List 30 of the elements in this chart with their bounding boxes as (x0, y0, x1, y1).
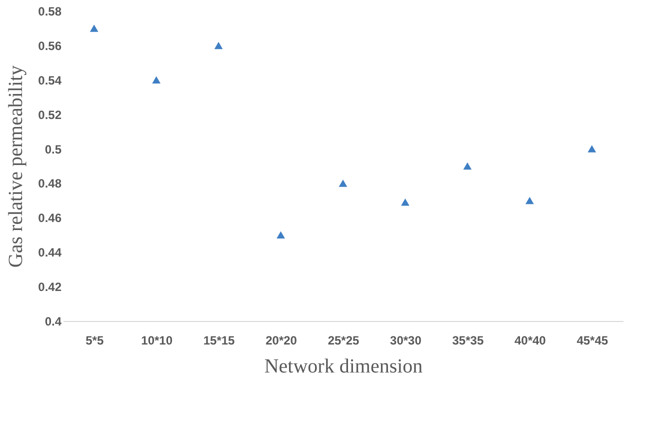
x-axis-title: Network dimension (264, 356, 423, 378)
x-tick-label: 45*45 (576, 334, 608, 348)
x-tick-label: 10*10 (141, 334, 173, 348)
point (525, 196, 534, 204)
y-tick-label: 0.42 (38, 280, 62, 294)
y-axis-title: Gas relative permeability (5, 65, 28, 268)
point (588, 145, 596, 152)
x-tick-label: 40*40 (514, 334, 546, 348)
point (276, 231, 285, 239)
point (463, 162, 472, 170)
x-tick-label: 30*30 (390, 334, 422, 348)
point (338, 180, 348, 187)
y-tick-label: 0.56 (38, 38, 62, 53)
y-tick-label: 0.46 (38, 211, 62, 226)
y-tick-label: 0.48 (38, 176, 62, 191)
point (152, 76, 161, 84)
y-tick-label: 0.4 (44, 314, 62, 328)
y-tick-label: 0.44 (38, 246, 62, 260)
point (214, 42, 223, 50)
x-tick-label: 25*25 (328, 334, 360, 348)
y-tick-label: 0.54 (38, 73, 62, 88)
x-tick-label: 35*35 (452, 334, 484, 348)
y-tick-label: 0.58 (38, 4, 62, 18)
y-tick-label: 0.5 (44, 142, 62, 156)
point (90, 24, 98, 32)
x-tick-label: 15*15 (203, 334, 236, 348)
y-tick-label: 0.52 (38, 108, 62, 122)
x-tick-label: 5*5 (86, 334, 104, 348)
x-tick-label: 20*20 (266, 334, 298, 348)
point (401, 198, 410, 206)
